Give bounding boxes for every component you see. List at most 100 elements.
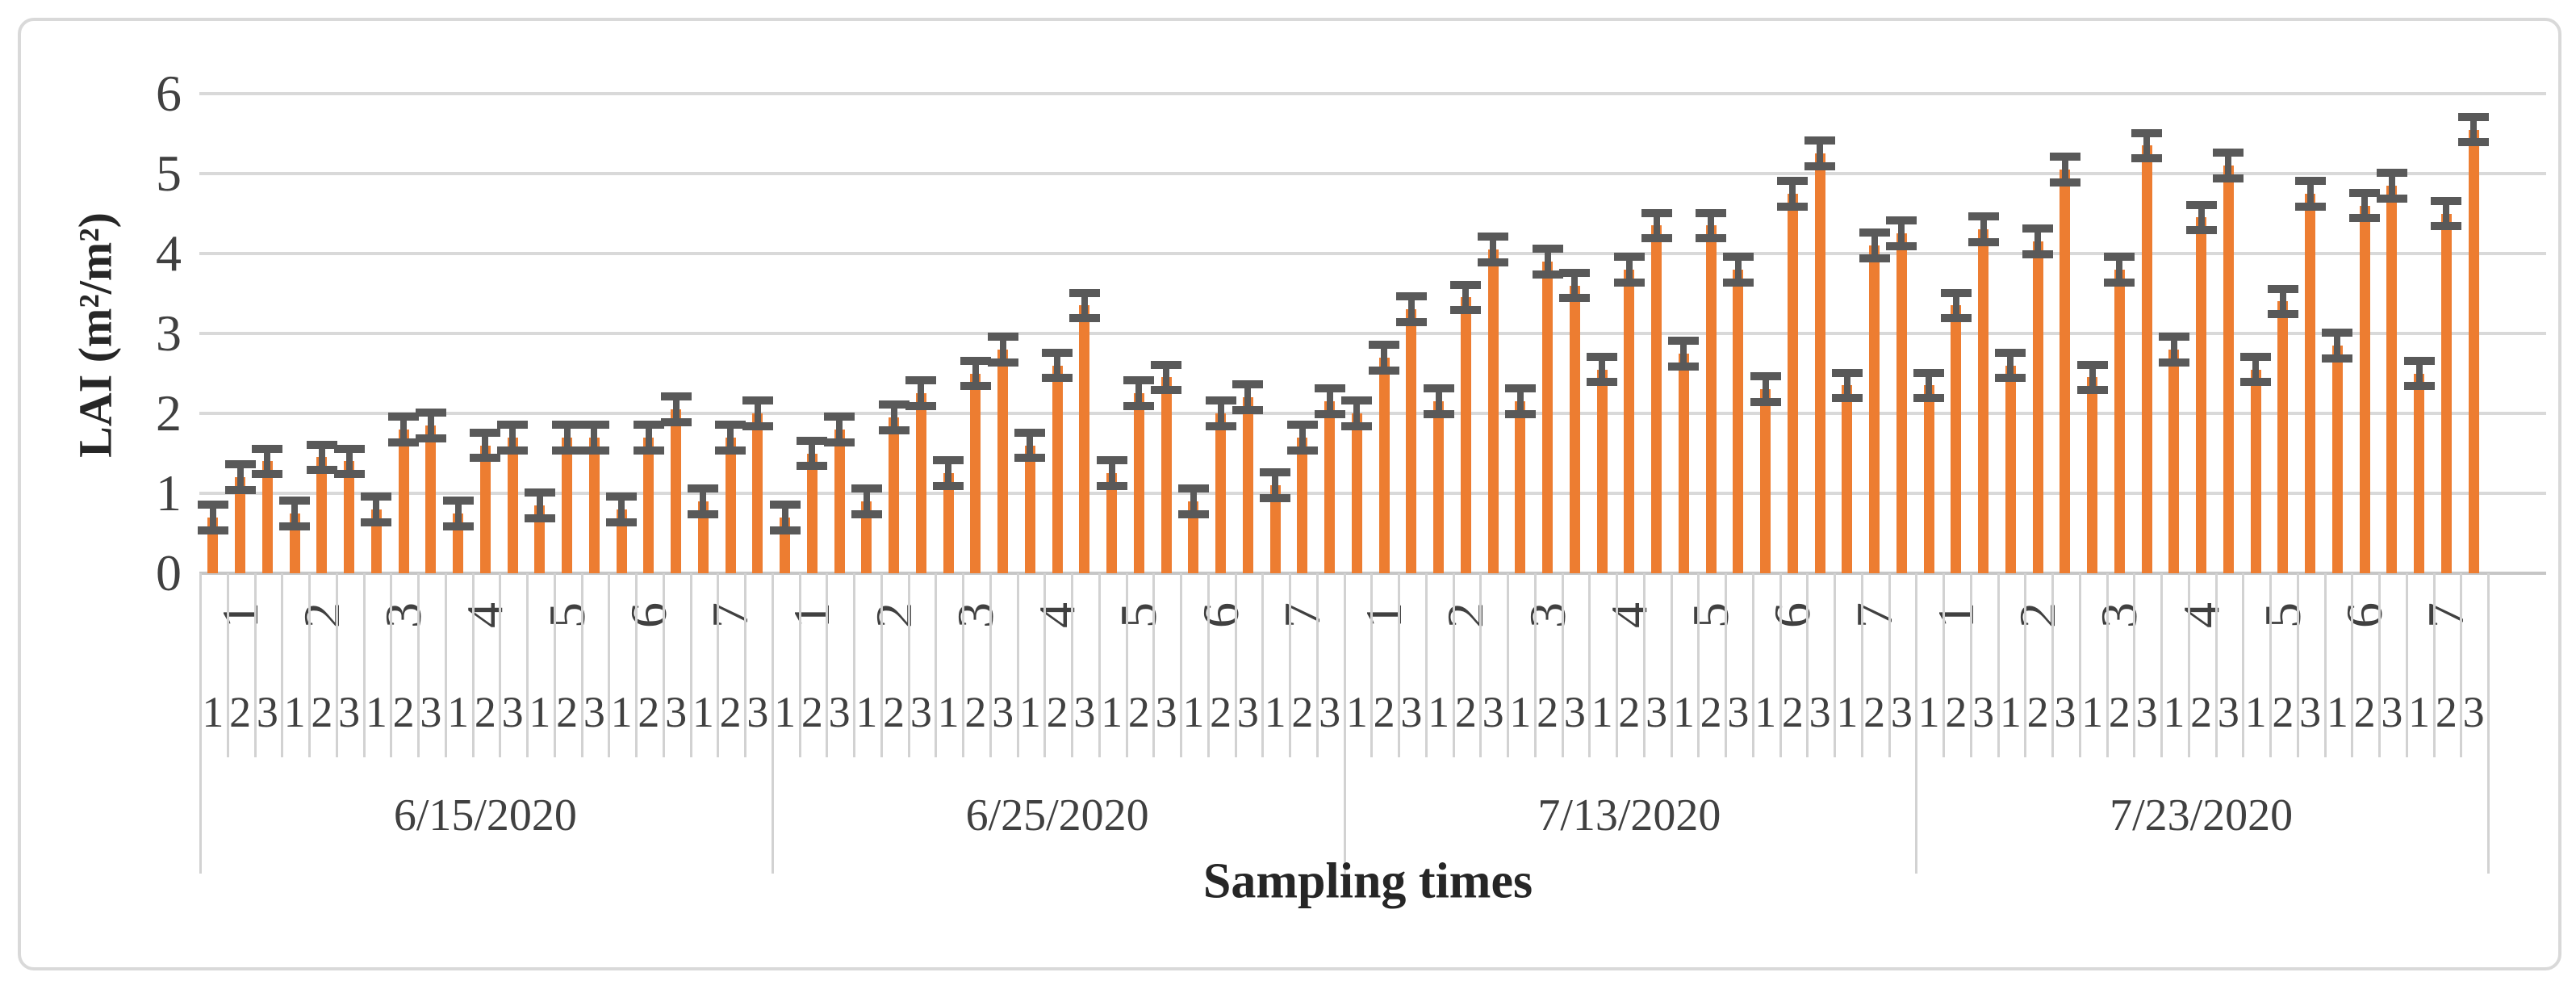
error-bar-stem bbox=[809, 440, 816, 467]
error-bar-bottom-cap bbox=[1668, 362, 1700, 371]
error-bar-stem bbox=[1653, 212, 1660, 239]
gridline bbox=[199, 252, 2546, 255]
bar bbox=[1351, 413, 1362, 573]
x-axis-plot-label: 3 bbox=[1518, 602, 1576, 628]
error-bar-top-cap bbox=[1341, 396, 1373, 405]
error-bar-bottom-cap bbox=[497, 446, 529, 455]
x-axis-replicate-label: 2 bbox=[1945, 688, 1968, 736]
error-bar-stem bbox=[1843, 372, 1850, 399]
x-axis-plot-label: 5 bbox=[1682, 602, 1740, 628]
y-axis-tick-label: 2 bbox=[156, 384, 182, 442]
error-bar-stem bbox=[672, 396, 680, 422]
error-bar-bottom-cap bbox=[606, 518, 638, 526]
x-axis-replicate-label: 1 bbox=[2326, 688, 2348, 736]
error-bar-top-cap bbox=[1613, 252, 1645, 261]
x-axis-replicate-label: 2 bbox=[229, 688, 252, 736]
error-bar-stem bbox=[1298, 424, 1306, 451]
bar bbox=[2440, 213, 2452, 573]
bar bbox=[2060, 170, 2071, 573]
error-bar-top-cap bbox=[279, 496, 311, 505]
error-bar-top-cap bbox=[1504, 384, 1536, 393]
bar bbox=[1596, 369, 1608, 573]
error-bar-stem bbox=[1407, 296, 1415, 323]
error-bar-bottom-cap bbox=[1532, 270, 1563, 279]
gridline bbox=[199, 172, 2546, 175]
error-bar-top-cap bbox=[2458, 112, 2490, 121]
x-axis-plot-label: 1 bbox=[1926, 602, 1984, 628]
x-axis-plot-label: 3 bbox=[2090, 602, 2148, 628]
error-bar-stem bbox=[1490, 237, 1497, 262]
error-bar-top-cap bbox=[2022, 224, 2054, 233]
error-bar-bottom-cap bbox=[633, 446, 664, 455]
error-bar-bottom-cap bbox=[1232, 406, 1264, 415]
bar bbox=[861, 501, 872, 573]
x-axis-plot-label: 5 bbox=[2253, 602, 2311, 628]
bar bbox=[398, 429, 409, 573]
error-bar-stem bbox=[1272, 472, 1279, 498]
bar bbox=[479, 445, 491, 573]
bar bbox=[1896, 233, 1907, 573]
category-cell-tick bbox=[1969, 573, 1972, 757]
error-bar-top-cap bbox=[933, 456, 964, 465]
error-bar-top-cap bbox=[2322, 329, 2353, 337]
error-bar-top-cap bbox=[1668, 336, 1700, 345]
error-bar-stem bbox=[972, 360, 979, 387]
bar bbox=[261, 461, 273, 573]
error-bar-bottom-cap bbox=[2322, 354, 2353, 363]
error-bar-bottom-cap bbox=[878, 425, 910, 434]
error-bar-bottom-cap bbox=[579, 446, 610, 455]
error-bar-bottom-cap bbox=[660, 417, 692, 426]
bar bbox=[1842, 385, 1853, 573]
x-axis-replicate-label: 1 bbox=[2081, 688, 2104, 736]
x-axis-replicate-label: 3 bbox=[910, 688, 932, 736]
bar bbox=[2087, 377, 2098, 573]
bar bbox=[725, 437, 736, 573]
error-bar-bottom-cap bbox=[905, 402, 937, 411]
error-bar-top-cap bbox=[415, 409, 446, 417]
error-bar-bottom-cap bbox=[1504, 409, 1536, 418]
error-bar-stem bbox=[591, 424, 598, 451]
error-bar-stem bbox=[373, 496, 380, 522]
category-cell-tick bbox=[1670, 573, 1673, 757]
bar bbox=[235, 477, 246, 573]
error-bar-bottom-cap bbox=[2376, 194, 2407, 203]
error-bar-stem bbox=[318, 444, 325, 471]
x-axis-plot-label: 1 bbox=[1355, 602, 1413, 628]
error-bar-top-cap bbox=[1232, 380, 1264, 389]
error-bar-bottom-cap bbox=[2104, 278, 2135, 287]
error-bar-top-cap bbox=[797, 436, 828, 445]
error-bar-stem bbox=[2089, 364, 2096, 391]
x-axis-plot-label: 2 bbox=[864, 602, 922, 628]
x-axis-replicate-label: 1 bbox=[1672, 688, 1695, 736]
x-axis-plot-label: 6 bbox=[1191, 602, 1249, 628]
x-axis-plot-label: 7 bbox=[1273, 602, 1331, 628]
error-bar-stem bbox=[2007, 352, 2014, 379]
error-bar-stem bbox=[264, 448, 271, 475]
error-bar-top-cap bbox=[1395, 292, 1427, 301]
category-cell-tick bbox=[880, 573, 883, 757]
x-axis-plot-label: 1 bbox=[783, 602, 841, 628]
x-axis-replicate-label: 2 bbox=[801, 688, 823, 736]
error-bar-top-cap bbox=[606, 492, 638, 501]
bar bbox=[1024, 445, 1035, 573]
bar bbox=[2196, 217, 2207, 573]
x-axis-replicate-label: 1 bbox=[937, 688, 960, 736]
bar bbox=[1951, 305, 1962, 573]
category-cell-tick bbox=[1888, 573, 1891, 757]
error-bar-top-cap bbox=[1696, 208, 1727, 217]
category-cell-tick bbox=[499, 573, 502, 757]
error-bar-top-cap bbox=[1177, 484, 1209, 493]
error-bar-bottom-cap bbox=[1478, 258, 1509, 266]
category-cell-tick bbox=[989, 573, 992, 757]
error-bar-bottom-cap bbox=[1369, 366, 1400, 375]
bar bbox=[2032, 241, 2043, 573]
error-bar-top-cap bbox=[2104, 252, 2135, 261]
error-bar-stem bbox=[1054, 352, 1061, 379]
category-cell-tick bbox=[2106, 573, 2109, 757]
category-cell-tick bbox=[1834, 573, 1836, 757]
error-bar-bottom-cap bbox=[2185, 226, 2217, 235]
error-bar-top-cap bbox=[905, 376, 937, 385]
error-bar-stem bbox=[1544, 249, 1551, 275]
category-cell-tick bbox=[1533, 573, 1537, 757]
error-bar-bottom-cap bbox=[2349, 214, 2381, 223]
